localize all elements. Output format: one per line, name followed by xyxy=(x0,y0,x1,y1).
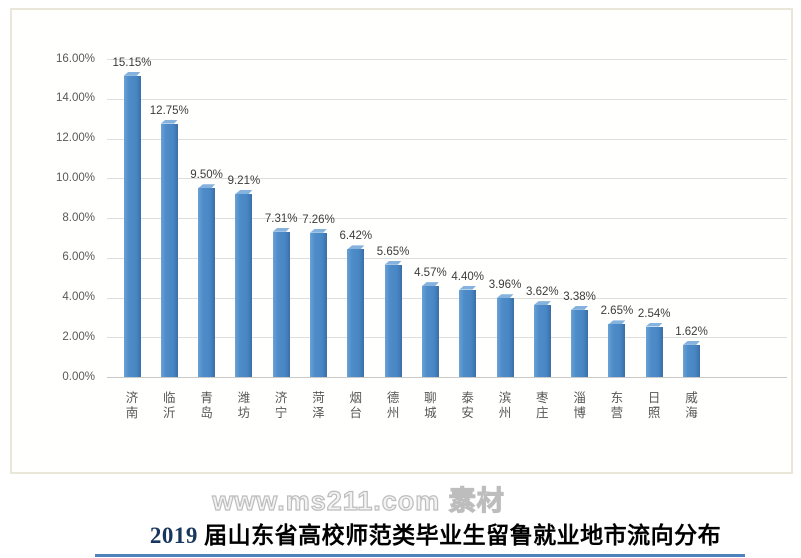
bar-滨州 xyxy=(496,298,514,377)
y-axis-tick-label: 4.00% xyxy=(62,291,95,303)
y-axis-tick-label: 12.00% xyxy=(55,132,95,144)
bar-value-label: 12.75% xyxy=(149,104,189,117)
bar-value-label: 5.65% xyxy=(376,245,410,258)
bar-德州 xyxy=(384,264,402,377)
bar-value-label: 3.96% xyxy=(488,279,522,292)
x-axis-label: 济 宁 xyxy=(274,391,288,420)
x-axis-label: 淄 博 xyxy=(573,391,586,420)
y-axis-tick-label: 14.00% xyxy=(55,92,95,105)
chart-panel: 16.00% 14.00% 12.00% 10.00% 8.00% 6.00% 4.00% 2… xyxy=(10,8,793,474)
bar-泰安 xyxy=(459,289,477,377)
x-axis-label: 滨 州 xyxy=(498,391,512,420)
plot-area: 15.15% 12.75% 9.50% 9.21% 7.31% 7.26% 6.42% 5.6… xyxy=(107,57,787,378)
chart-caption: 2019 届山东省高校师范类毕业生留鲁就业地市流向分布 xyxy=(70,516,801,550)
y-axis-tick-label: 8.00% xyxy=(62,211,95,224)
x-axis-label: 枣 庄 xyxy=(536,391,549,420)
gridline xyxy=(107,138,787,140)
bottom-rule xyxy=(95,554,745,557)
bar-value-label: 1.62% xyxy=(675,325,708,338)
bar-value-label: 7.31% xyxy=(264,212,298,225)
x-axis-label: 德 州 xyxy=(386,391,400,420)
bar-潍坊 xyxy=(235,193,253,377)
x-axis-label: 临 沂 xyxy=(163,391,176,420)
x-axis-label: 威 海 xyxy=(685,391,698,420)
x-axis-label: 菏 泽 xyxy=(312,391,325,420)
caption-text: 届山东省高校师范类毕业生留鲁就业地市流向分布 xyxy=(197,523,722,548)
gridline xyxy=(107,218,787,219)
x-axis-label: 潍 坊 xyxy=(237,391,251,420)
bar-烟台 xyxy=(347,249,365,377)
bar-枣庄 xyxy=(533,305,551,377)
bar-value-label: 15.15% xyxy=(112,56,152,69)
bar-日照 xyxy=(645,326,663,377)
y-axis-tick-label: 2.00% xyxy=(62,330,95,343)
bar-淄博 xyxy=(571,309,589,377)
watermark: www.ms211.com 素材 xyxy=(212,485,505,516)
gridline xyxy=(107,257,787,259)
bar-value-label: 4.57% xyxy=(414,267,447,280)
gridline xyxy=(107,297,787,299)
x-axis-label: 烟 台 xyxy=(349,391,363,420)
bar-value-label: 2.65% xyxy=(600,305,634,318)
bar-value-label: 7.26% xyxy=(302,213,335,226)
gridline xyxy=(107,98,787,100)
x-axis-label: 日 照 xyxy=(647,391,661,420)
bar-value-label: 3.38% xyxy=(563,290,596,303)
y-axis-tick-label: 10.00% xyxy=(55,171,95,184)
bar-value-label: 9.50% xyxy=(190,169,223,182)
gridline xyxy=(107,178,787,180)
x-axis-label: 东 营 xyxy=(610,391,624,420)
bar-value-label: 2.54% xyxy=(637,307,671,320)
x-axis-label: 聊 城 xyxy=(424,391,437,420)
bar-临沂 xyxy=(160,123,178,377)
bar-value-label: 3.62% xyxy=(525,286,559,299)
bar-东营 xyxy=(608,324,626,377)
bar-济南 xyxy=(123,75,141,377)
y-axis-tick-label: 6.00% xyxy=(62,251,95,264)
bar-菏泽 xyxy=(310,232,327,377)
x-axis-line xyxy=(107,377,787,378)
bar-威海 xyxy=(683,344,700,377)
gridline xyxy=(107,59,787,60)
bar-value-label: 6.42% xyxy=(339,230,373,243)
x-axis-label: 青 岛 xyxy=(200,391,213,420)
y-axis: 16.00% 14.00% 12.00% 10.00% 8.00% 6.00% 4.00% 2… xyxy=(12,53,95,383)
bar-济宁 xyxy=(272,231,290,377)
bar-value-label: 4.40% xyxy=(451,270,484,283)
gridline xyxy=(107,337,787,339)
bar-聊城 xyxy=(421,286,439,377)
x-axis-label: 济 南 xyxy=(125,391,139,420)
bar-value-label: 9.21% xyxy=(227,174,261,187)
x-axis-label: 泰 安 xyxy=(461,391,474,420)
bar-青岛 xyxy=(198,188,216,377)
y-axis-tick-label: 16.00% xyxy=(55,52,95,65)
y-axis-tick-label: 0.00% xyxy=(62,370,95,383)
caption-year: 2019 xyxy=(149,523,198,548)
